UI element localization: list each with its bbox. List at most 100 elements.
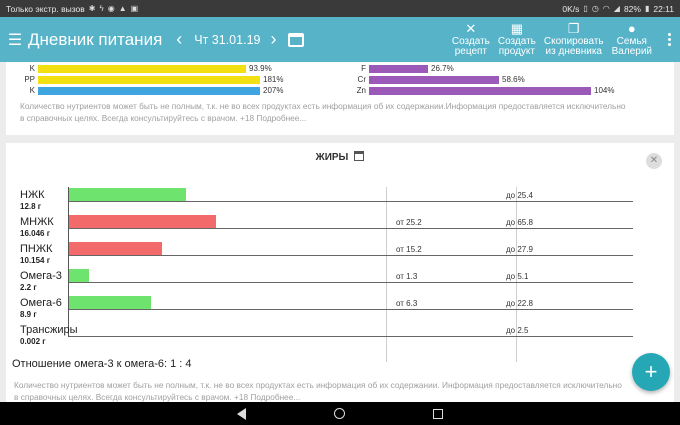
add-button[interactable]: + bbox=[632, 353, 670, 391]
family-button[interactable]: ● Семья Валерий bbox=[611, 21, 652, 57]
fat-row: Трансжиры 0.002 г до 2.5 bbox=[6, 322, 674, 349]
network-speed: 0K/s bbox=[562, 3, 580, 14]
fats-notice: Количество нутриентов может быть не полн… bbox=[14, 380, 622, 402]
prev-day-icon[interactable]: ‹ bbox=[176, 29, 183, 49]
nutrient-bar bbox=[38, 86, 260, 95]
recent-apps-icon[interactable] bbox=[433, 408, 443, 419]
fat-bar bbox=[69, 296, 151, 309]
alarm-icon: ◷ bbox=[591, 4, 599, 13]
fat-bar bbox=[69, 215, 216, 228]
nutrient-bar bbox=[369, 86, 591, 95]
create-product-button[interactable]: ▦ Создать продукт bbox=[497, 21, 536, 57]
nutrient-label: F bbox=[361, 64, 366, 73]
omega-ratio: Отношение омега-3 к омега-6: 1 : 4 bbox=[12, 358, 192, 370]
range-to: до 5.1 bbox=[506, 272, 529, 281]
range-from: от 6.3 bbox=[396, 299, 418, 308]
fat-row: МНЖК 16.046 г от 25.2 до 65.8 bbox=[6, 214, 674, 241]
fat-name: НЖК bbox=[20, 189, 45, 201]
fat-row: Омега-3 2.2 г от 1.3 до 5.1 bbox=[6, 268, 674, 295]
fats-card: ЖИРЫ ✕ НЖК 12.8 г до 25.4 МНЖК 16.046 г от 25… bbox=[6, 143, 674, 405]
fat-row: Омега-6 8.9 г от 6.3 до 22.8 bbox=[6, 295, 674, 322]
nutrient-bar bbox=[369, 75, 499, 84]
grid-line bbox=[386, 187, 387, 362]
fat-bar bbox=[69, 188, 186, 201]
close-icon[interactable]: ✕ bbox=[646, 153, 662, 169]
range-from: от 15.2 bbox=[396, 245, 422, 254]
range-to: до 22.8 bbox=[506, 299, 533, 308]
vibrate-icon: ▯ bbox=[583, 4, 588, 13]
row-baseline bbox=[69, 309, 633, 310]
calendar-icon[interactable] bbox=[288, 32, 305, 47]
fat-name: Омега-3 bbox=[20, 270, 62, 282]
navigation-bar bbox=[0, 402, 680, 425]
more-options-icon[interactable] bbox=[658, 33, 680, 46]
fat-amount: 16.046 г bbox=[20, 229, 51, 238]
row-baseline bbox=[69, 201, 633, 202]
fat-bar bbox=[69, 242, 162, 255]
back-icon[interactable] bbox=[237, 407, 246, 420]
chart-axis bbox=[68, 187, 69, 337]
fat-name: ПНЖК bbox=[20, 243, 53, 255]
fat-amount: 0.002 г bbox=[20, 337, 46, 346]
product-icon: ▦ bbox=[510, 21, 524, 36]
nutrient-label: K bbox=[29, 64, 35, 73]
nutrient-percent: 93.9% bbox=[249, 64, 272, 73]
nutrient-label: K bbox=[29, 86, 35, 95]
family-icon: ● bbox=[627, 21, 636, 36]
nutrient-row: Zn 104% bbox=[343, 86, 615, 95]
fats-title: ЖИРЫ bbox=[315, 152, 349, 163]
image-icon: ▣ bbox=[130, 4, 139, 13]
status-bar: Только экстр. вызов ✱ ϟ ◉ ▲ ▣ 0K/s ▯ ◷ ◠… bbox=[0, 0, 680, 17]
row-baseline bbox=[69, 228, 633, 229]
create-recipe-button[interactable]: ✕ Создать рецепт bbox=[451, 21, 490, 57]
calendar-icon[interactable] bbox=[354, 151, 365, 161]
nutrients-notice: Количество нутриентов может быть не полн… bbox=[20, 101, 626, 123]
range-from: от 1.3 bbox=[396, 272, 418, 281]
recipe-icon: ✕ bbox=[465, 21, 477, 36]
clock: 22:11 bbox=[653, 3, 674, 14]
fats-header: ЖИРЫ bbox=[6, 151, 674, 163]
nutrient-row: Cr 58.6% bbox=[343, 75, 525, 84]
row-baseline bbox=[69, 255, 633, 256]
range-from: от 25.2 bbox=[396, 218, 422, 227]
nutrient-percent: 181% bbox=[263, 75, 284, 84]
fat-amount: 2.2 г bbox=[20, 283, 37, 292]
app-bar: ☰ Дневник питания ‹ Чт 31.01.19 › ✕ Созд… bbox=[0, 17, 680, 62]
nutrient-percent: 26.7% bbox=[431, 64, 454, 73]
nutrient-bar bbox=[369, 64, 428, 73]
copy-from-diary-button[interactable]: ❐ Скопировать из дневника bbox=[543, 21, 604, 57]
signal-icon: ◢ bbox=[613, 4, 620, 13]
fat-bar bbox=[69, 269, 89, 282]
fat-row: ПНЖК 10.154 г от 15.2 до 27.9 bbox=[6, 241, 674, 268]
current-date[interactable]: Чт 31.01.19 bbox=[194, 32, 261, 47]
fat-name: МНЖК bbox=[20, 216, 54, 228]
fat-name: Трансжиры bbox=[20, 324, 78, 336]
home-icon[interactable] bbox=[334, 408, 345, 419]
fat-amount: 8.9 г bbox=[20, 310, 37, 319]
bolt-icon: ϟ bbox=[99, 4, 104, 13]
bluetooth-icon: ✱ bbox=[88, 4, 96, 13]
app-title: Дневник питания bbox=[28, 29, 163, 49]
grid-line bbox=[516, 187, 517, 362]
nutrients-card: K 93.9% PP 181% K 207% F 26.7% Cr 58.6% Zn 104% Ко… bbox=[6, 62, 674, 135]
nutrient-percent: 207% bbox=[263, 86, 284, 95]
nutrient-percent: 58.6% bbox=[502, 75, 525, 84]
copy-icon: ❐ bbox=[567, 21, 580, 36]
menu-icon[interactable]: ☰ bbox=[7, 31, 23, 49]
range-to: до 25.4 bbox=[506, 191, 533, 200]
nutrient-row: PP 181% bbox=[12, 75, 283, 84]
nutrient-row: K 207% bbox=[12, 86, 284, 95]
range-to: до 65.8 bbox=[506, 218, 533, 227]
wifi-icon: ◠ bbox=[602, 4, 610, 13]
nutrient-label: Cr bbox=[357, 75, 366, 84]
range-to: до 2.5 bbox=[506, 326, 529, 335]
next-day-icon[interactable]: › bbox=[270, 29, 277, 49]
whatsapp-icon: ◉ bbox=[107, 4, 115, 13]
fat-name: Омега-6 bbox=[20, 297, 62, 309]
nutrient-bar bbox=[38, 75, 260, 84]
fat-row: НЖК 12.8 г до 25.4 bbox=[6, 187, 674, 214]
row-baseline bbox=[69, 336, 633, 337]
row-baseline bbox=[69, 282, 633, 283]
nutrient-label: Zn bbox=[356, 86, 366, 95]
nutrient-row: K 93.9% bbox=[12, 64, 272, 73]
